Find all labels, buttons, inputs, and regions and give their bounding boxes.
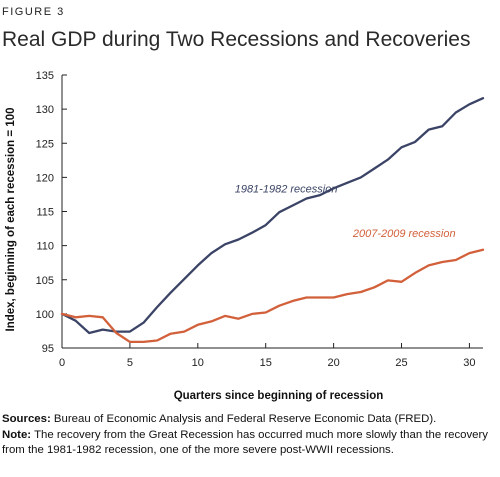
series-line-2007-2009 bbox=[60, 248, 485, 344]
sources-text: Bureau of Economic Analysis and Federal … bbox=[53, 413, 437, 425]
x-tick-label: 25 bbox=[395, 357, 407, 369]
note-label: Note: bbox=[2, 428, 32, 441]
y-tick-label: 130 bbox=[36, 104, 54, 116]
chart-axes bbox=[61, 74, 483, 349]
y-tick-label: 110 bbox=[36, 241, 54, 253]
y-tick-label: 115 bbox=[36, 207, 54, 219]
x-tick-label: 0 bbox=[59, 357, 65, 369]
x-tick-label: 15 bbox=[260, 357, 272, 369]
x-tick-label: 5 bbox=[127, 357, 133, 369]
y-tick-label: 120 bbox=[36, 172, 54, 184]
tick-labels: 95 100 105 110 115 120 125 130 135 0 5 10 15 20 25 30 bbox=[36, 70, 476, 369]
x-tick-label: 30 bbox=[463, 357, 475, 369]
series-layer bbox=[60, 97, 485, 344]
y-axis-title: Index, beginning of each recession = 100 bbox=[5, 107, 17, 331]
x-tick-label: 10 bbox=[192, 357, 204, 369]
y-tick-label: 125 bbox=[36, 138, 54, 150]
sources-label: Sources: bbox=[2, 413, 51, 425]
series-annotation-0: 1981-1982 recession bbox=[235, 183, 338, 195]
x-axis-title: Quarters since beginning of recession bbox=[174, 390, 384, 402]
line-chart: 95 100 105 110 115 120 125 130 135 0 5 10 15 20 25 30 1… bbox=[5, 70, 485, 402]
x-tick-label: 20 bbox=[327, 357, 339, 369]
series-line-1981-1982 bbox=[60, 97, 485, 335]
chart-footer: Sources: Bureau of Economic Analysis and… bbox=[2, 412, 496, 459]
y-tick-label: 105 bbox=[36, 275, 54, 287]
sources-line: Sources: Bureau of Economic Analysis and… bbox=[2, 412, 496, 428]
y-tick-label: 135 bbox=[36, 70, 54, 82]
chart-title: Real GDP during Two Recessions and Recov… bbox=[2, 28, 471, 51]
series-annotations: 1981-1982 recession 2007-2009 recession bbox=[235, 183, 456, 239]
note-line: Note: The recovery from the Great Recess… bbox=[2, 428, 496, 459]
figure-label: FIGURE 3 bbox=[2, 6, 65, 18]
y-tick-label: 100 bbox=[36, 309, 54, 321]
note-text: The recovery from the Great Recession ha… bbox=[2, 428, 488, 457]
series-annotation-1: 2007-2009 recession bbox=[352, 228, 456, 240]
y-tick-label: 95 bbox=[42, 343, 54, 355]
